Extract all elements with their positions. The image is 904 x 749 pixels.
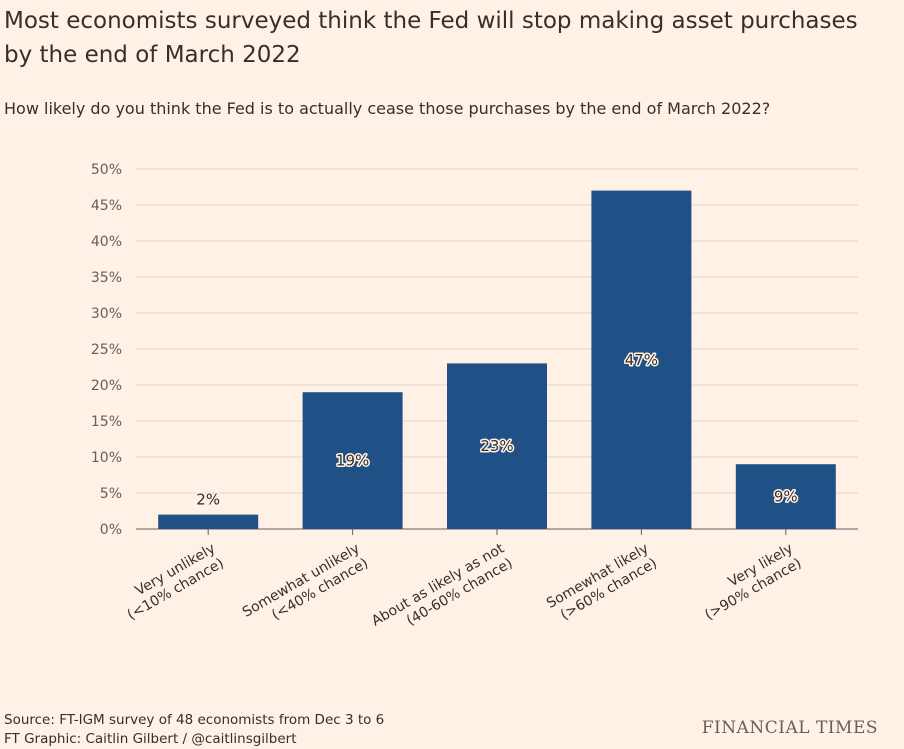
bar: [735, 464, 836, 529]
y-tick-label: 15%: [91, 414, 122, 430]
bar-chart: 0% 5% 10% 15% 20% 25% 30% 35% 40% 45% 50% 2% Very un…: [91, 162, 858, 629]
y-tick-label: 0%: [100, 522, 122, 538]
y-tick-label: 10%: [91, 450, 122, 466]
y-tick-label: 40%: [91, 234, 122, 250]
source-note: Source: FT-IGM survey of 48 economists f…: [4, 712, 385, 728]
x-tick-label: Somewhat unlikely(<40% chance): [240, 541, 371, 624]
chart-title: Most economists surveyed think the Fed w…: [4, 8, 858, 68]
x-tick-label: Very unlikely(<10% chance): [125, 541, 227, 624]
y-tick-label: 45%: [91, 198, 122, 214]
data-label: 19%: [336, 452, 369, 470]
bar: [158, 514, 259, 529]
brand-logo: FINANCIAL TIMES: [701, 718, 878, 738]
bar: [591, 190, 692, 529]
y-tick-label: 50%: [91, 162, 122, 178]
data-label: 23%: [480, 437, 513, 455]
graphic-credit: FT Graphic: Caitlin Gilbert / @caitlinsg…: [4, 731, 297, 747]
data-label: 2%: [196, 491, 220, 509]
bar: [447, 363, 547, 529]
y-tick-label: 25%: [91, 342, 122, 358]
chart-subtitle: How likely do you think the Fed is to ac…: [4, 99, 771, 118]
x-tick-label: Somewhat likely(>60% chance): [544, 541, 660, 624]
y-tick-label: 20%: [91, 378, 122, 394]
bar: [302, 392, 403, 529]
footer-credits: Source: FT-IGM survey of 48 economists f…: [4, 711, 384, 749]
x-tick-label: Very likely(>90% chance): [702, 541, 804, 624]
data-label: 47%: [625, 351, 658, 369]
y-tick-label: 30%: [91, 306, 122, 322]
y-tick-label: 5%: [100, 486, 122, 502]
data-label: 9%: [774, 488, 798, 506]
y-tick-label: 35%: [91, 270, 122, 286]
x-tick-label: About as likely as not(40-60% chance): [369, 540, 515, 629]
